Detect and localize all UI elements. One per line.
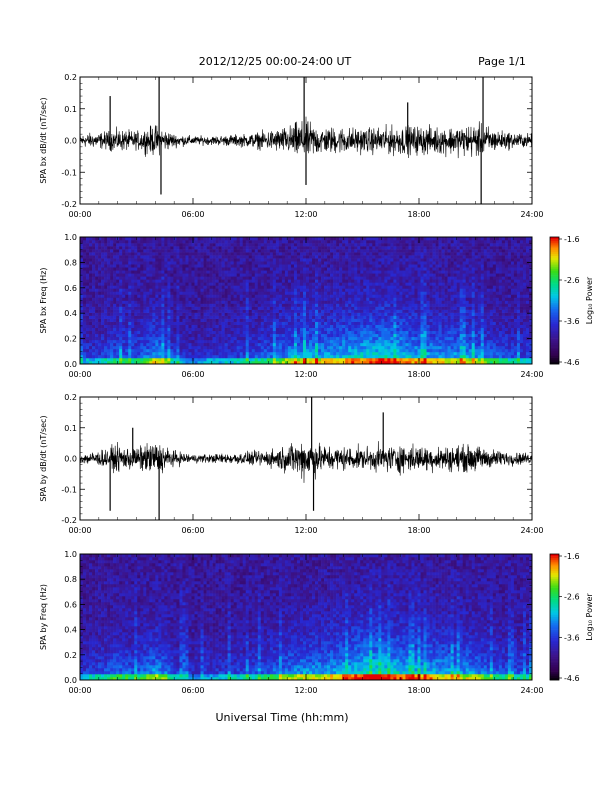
- spectrogram-cells: [80, 237, 532, 364]
- colorbar-tick-label: -3.6: [564, 317, 580, 326]
- x-axis-title: Universal Time (hh:mm): [216, 711, 349, 724]
- colorbar-tick-label: -1.6: [564, 552, 580, 561]
- y-tick-label: 1.0: [64, 550, 77, 559]
- y-tick-label: -0.1: [61, 168, 77, 177]
- y-tick-label: 0.4: [64, 626, 77, 635]
- colorbar-tick-label: -4.6: [564, 674, 580, 683]
- colorbar-tick-label: -1.6: [564, 235, 580, 244]
- x-tick-label: 18:00: [407, 526, 430, 535]
- y-tick-label: -0.1: [61, 485, 77, 494]
- y-tick-label: 0.0: [64, 137, 77, 146]
- x-tick-label: 12:00: [294, 370, 317, 379]
- y-tick-label: 0.4: [64, 309, 77, 318]
- y-tick-label: 0.6: [64, 284, 77, 293]
- x-tick-label: 12:00: [294, 210, 317, 219]
- y-axis-title: SPA bx dB/dt (nT/sec): [39, 97, 48, 183]
- waveform-line: [80, 441, 532, 483]
- y-tick-label: 0.6: [64, 600, 77, 609]
- x-tick-label: 24:00: [520, 686, 543, 695]
- y-tick-label: 0.8: [64, 258, 77, 267]
- colorbar: -1.6 -2.6 -3.6 -4.6 Log₁₀ Power: [550, 552, 594, 683]
- y-tick-label: 0.8: [64, 575, 77, 584]
- y-tick-label: 0.2: [64, 393, 77, 402]
- y-axis-title: SPA bx Freq (Hz): [39, 268, 48, 334]
- x-tick-label: 12:00: [294, 686, 317, 695]
- colorbar: -1.6 -2.6 -3.6 -4.6 Log₁₀ Power: [550, 235, 594, 367]
- panel-by-dbdt: 0.2 0.1 0.0 -0.1 -0.200:00 06:00 12:00 18:00 24:…: [39, 393, 544, 535]
- x-tick-label: 00:00: [68, 686, 91, 695]
- x-tick-label: 06:00: [181, 686, 204, 695]
- panel-bx-spectrogram: 1.0 0.8 0.6 0.4 0.2 0.0 -1.6 -2.6 -3.6 -4.6 Log₁₀ …: [39, 233, 594, 379]
- x-tick-label: 18:00: [407, 370, 430, 379]
- figure-title: 2012/12/25 00:00-24:00 UT: [199, 55, 352, 68]
- colorbar-label: Log₁₀ Power: [585, 593, 594, 641]
- y-tick-label: 0.2: [64, 335, 77, 344]
- x-tick-label: 24:00: [520, 210, 543, 219]
- y-tick-label: -0.2: [61, 516, 77, 525]
- colorbar-tick-label: -2.6: [564, 276, 580, 285]
- x-tick-label: 18:00: [407, 210, 430, 219]
- x-tick-label: 06:00: [181, 210, 204, 219]
- y-tick-label: -0.2: [61, 200, 77, 209]
- spectrogram-cells: [80, 554, 532, 680]
- colorbar-tick-label: -3.6: [564, 633, 580, 642]
- x-tick-label: 06:00: [181, 526, 204, 535]
- x-tick-label: 24:00: [520, 370, 543, 379]
- page-indicator: Page 1/1: [478, 55, 526, 68]
- y-axis-title: SPA by dB/dt (nT/sec): [39, 415, 48, 501]
- colorbar-label: Log₁₀ Power: [585, 276, 594, 324]
- x-tick-label: 06:00: [181, 370, 204, 379]
- x-tick-label: 12:00: [294, 526, 317, 535]
- y-tick-label: 1.0: [64, 233, 77, 242]
- y-tick-label: 0.0: [64, 676, 77, 685]
- x-tick-label: 00:00: [68, 526, 91, 535]
- x-tick-label: 24:00: [520, 526, 543, 535]
- y-tick-label: 0.2: [64, 651, 77, 660]
- x-tick-label: 18:00: [407, 686, 430, 695]
- y-tick-label: 0.1: [64, 105, 77, 114]
- y-axis-title: SPA by Freq (Hz): [39, 584, 48, 650]
- x-tick-label: 00:00: [68, 370, 91, 379]
- panel-by-spectrogram: 1.0 0.8 0.6 0.4 0.2 0.0 -1.6 -2.6 -3.6 -4.6 Log₁₀ …: [39, 550, 594, 695]
- colorbar-tick-label: -2.6: [564, 593, 580, 602]
- y-tick-label: 0.1: [64, 424, 77, 433]
- colorbar-tick-label: -4.6: [564, 358, 580, 367]
- x-tick-label: 00:00: [68, 210, 91, 219]
- y-tick-label: 0.0: [64, 360, 77, 369]
- y-tick-label: 0.2: [64, 73, 77, 82]
- y-tick-label: 0.0: [64, 455, 77, 464]
- panel-bx-dbdt: 0.2 0.1 0.0 -0.1 -0.200:00 06:00 12:00 18:00 24:…: [39, 73, 544, 219]
